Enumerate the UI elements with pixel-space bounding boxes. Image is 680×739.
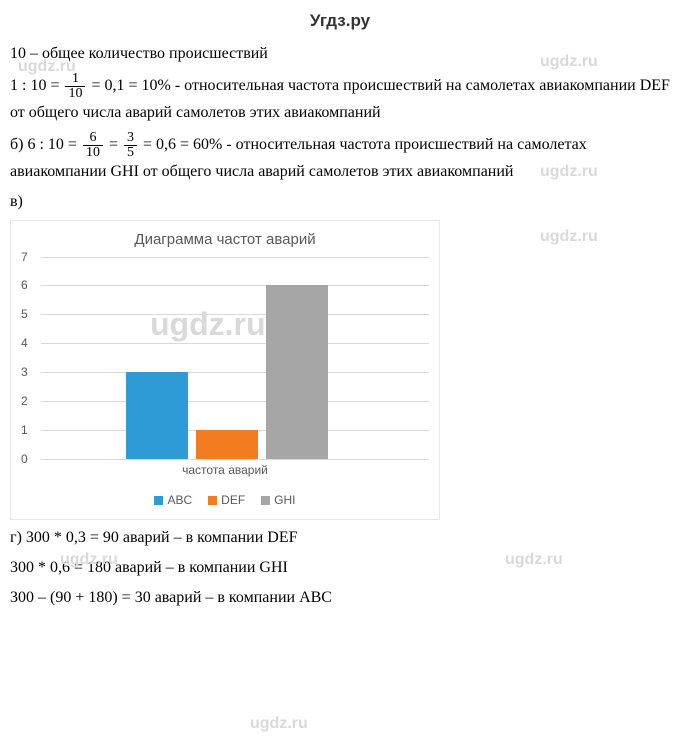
text-def-freq: 1 : 10 = 1 10 = 0,1 = 10% - относительна…	[10, 72, 670, 125]
legend-swatch	[154, 496, 163, 505]
frac-den: 10	[83, 146, 103, 160]
chart-gridline	[41, 459, 429, 460]
fraction-6-10: 6 10	[83, 131, 103, 160]
frac-num: 1	[65, 72, 85, 87]
chart-gridline	[41, 372, 429, 373]
fraction-1-10: 1 10	[65, 72, 85, 101]
chart-gridline	[41, 314, 429, 315]
chart-gridline	[41, 285, 429, 286]
fraction-3-5: 3 5	[124, 131, 137, 160]
chart-bar-def	[196, 430, 258, 459]
text-g-ghi: 300 * 0,6 = 180 аварий – в компании GHI	[10, 556, 670, 580]
chart-ytick: 5	[21, 305, 28, 323]
chart-ytick: 1	[21, 421, 28, 439]
section-v-label: в)	[10, 190, 670, 214]
text-line-total: 10 – общее количество происшествий	[10, 42, 670, 66]
chart-bar-abc	[126, 372, 188, 459]
legend-item-ghi: GHI	[261, 491, 295, 509]
text-g-abc: 300 – (90 + 180) = 30 аварий – в компани…	[10, 586, 670, 610]
txt: б) 6 : 10 =	[10, 136, 81, 153]
bar-chart: Диаграмма частот аварий 01234567 частота…	[10, 220, 440, 520]
chart-title: Диаграмма частот аварий	[11, 221, 439, 252]
legend-item-def: DEF	[208, 491, 245, 509]
legend-item-abc: ABC	[154, 491, 192, 509]
frac-num: 6	[83, 131, 103, 146]
legend-label: DEF	[221, 493, 245, 507]
chart-ytick: 2	[21, 392, 28, 410]
text-ghi-freq: б) 6 : 10 = 6 10 = 3 5 = 0,6 = 60% - отн…	[10, 131, 670, 184]
chart-ytick: 3	[21, 363, 28, 381]
legend-swatch	[208, 496, 217, 505]
watermark: ugdz.ru	[540, 225, 598, 249]
txt: =	[109, 136, 122, 153]
site-header: Угдз.ру	[10, 8, 670, 34]
chart-ytick: 4	[21, 334, 28, 352]
chart-gridline	[41, 401, 429, 402]
text-g-def: г) 300 * 0,3 = 90 аварий – в компании DE…	[10, 526, 670, 550]
txt: = 0,1 = 10% - относительная частота прои…	[10, 77, 670, 121]
legend-label: GHI	[274, 493, 295, 507]
frac-num: 3	[124, 131, 137, 146]
watermark: ugdz.ru	[250, 712, 308, 736]
chart-plot-area: 01234567	[41, 257, 429, 459]
txt: 1 : 10 =	[10, 77, 63, 94]
legend-label: ABC	[167, 493, 192, 507]
frac-den: 10	[65, 87, 85, 101]
legend-swatch	[261, 496, 270, 505]
chart-bar-ghi	[266, 285, 328, 458]
chart-ytick: 6	[21, 276, 28, 294]
chart-ytick: 7	[21, 248, 28, 266]
chart-gridline	[41, 343, 429, 344]
chart-xlabel: частота аварий	[11, 461, 439, 479]
frac-den: 5	[124, 146, 137, 160]
chart-legend: ABC DEF GHI	[11, 491, 439, 509]
chart-gridline	[41, 257, 429, 258]
